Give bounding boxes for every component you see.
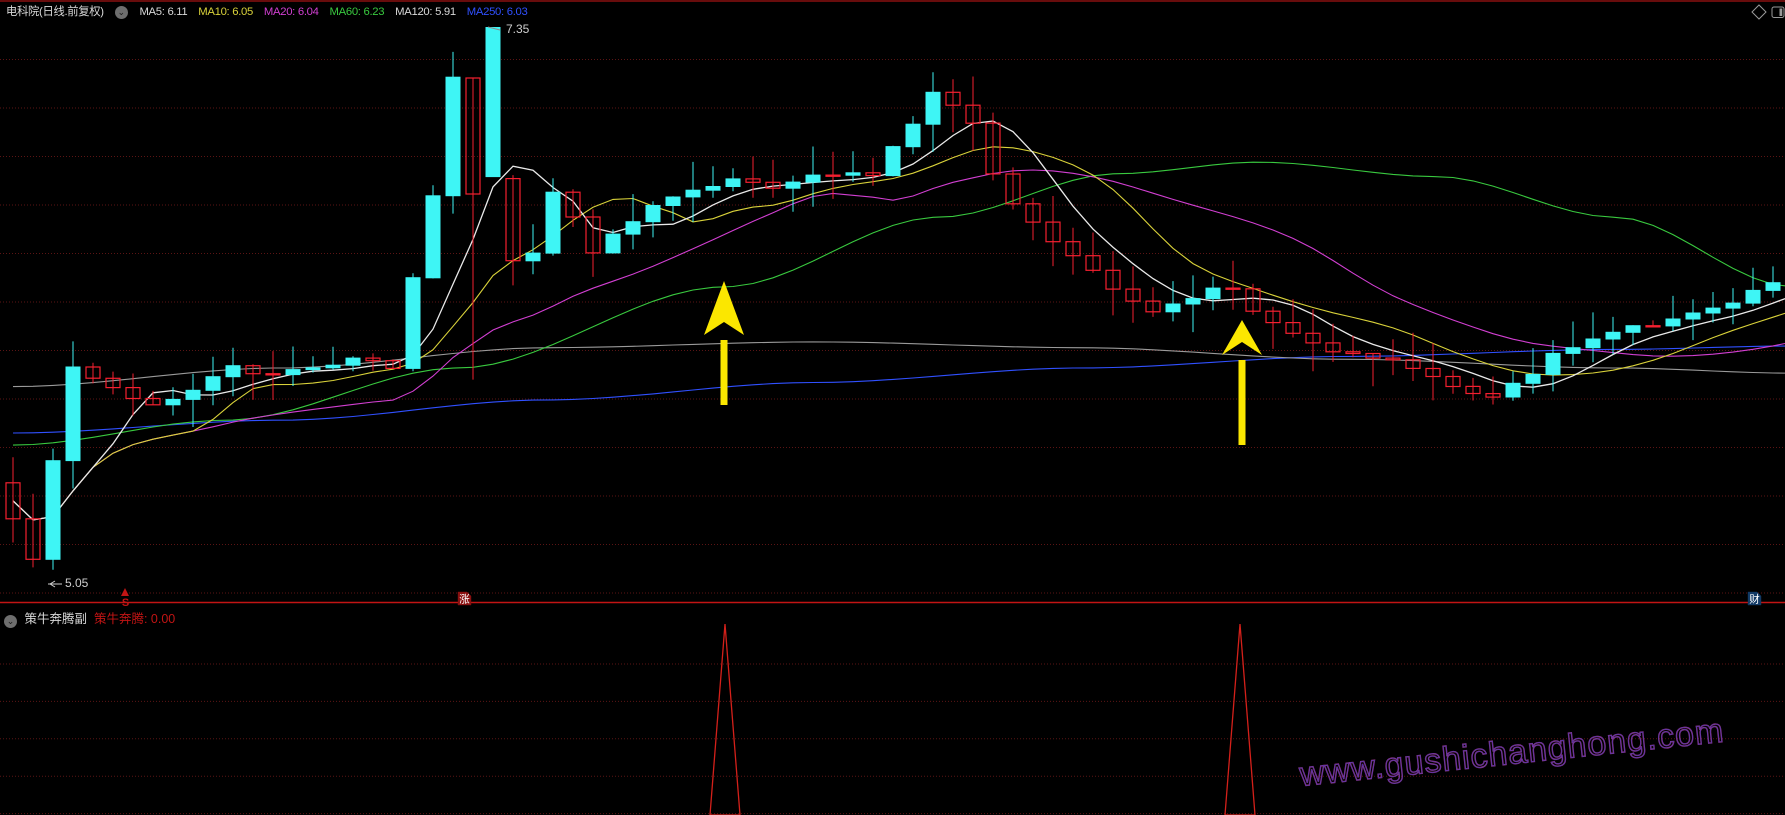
svg-text:www.gushichanghong.com: www.gushichanghong.com — [1297, 712, 1726, 794]
